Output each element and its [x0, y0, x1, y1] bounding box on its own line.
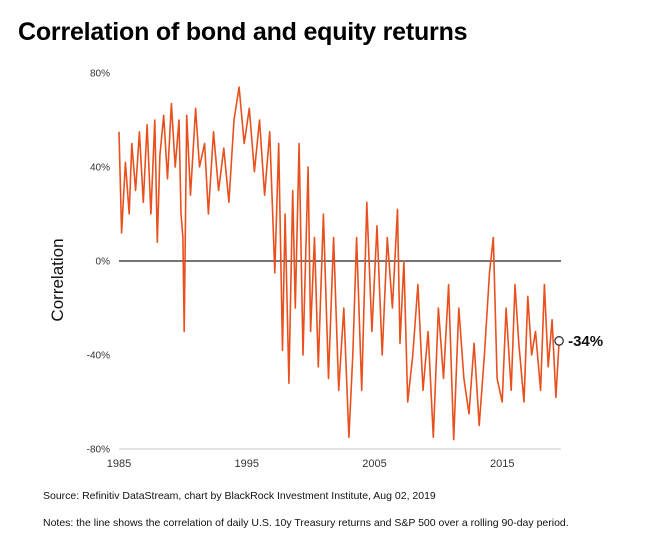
x-tick-label: 2005: [362, 458, 386, 470]
x-tick-label: 1985: [107, 458, 131, 470]
line-chart: Correlation 80% 40% 0% -40% -80% 1985 1995 200…: [48, 69, 603, 471]
y-tick-label: 80%: [90, 69, 110, 80]
x-tick-label: 2015: [490, 458, 514, 470]
x-tick-label: 1995: [235, 458, 259, 470]
y-tick-label: -40%: [87, 351, 110, 362]
y-axis-label: Correlation: [48, 238, 67, 321]
chart-title: Correlation of bond and equity returns: [18, 18, 468, 46]
end-point-marker: [554, 336, 564, 346]
series-line-correlation: [118, 86, 560, 441]
source-note: Source: Refinitiv DataStream, chart by B…: [43, 490, 436, 502]
y-tick-label: -80%: [87, 445, 110, 456]
x-axis-ticks: 1985 1995 2005 2015: [107, 458, 515, 470]
end-point-label: -34%: [568, 333, 603, 350]
y-tick-label: 0%: [96, 257, 111, 268]
y-tick-label: 40%: [90, 163, 110, 174]
y-axis-ticks: 80% 40% 0% -40% -80%: [87, 69, 110, 456]
footnote: Notes: the line shows the correlation of…: [43, 517, 569, 529]
